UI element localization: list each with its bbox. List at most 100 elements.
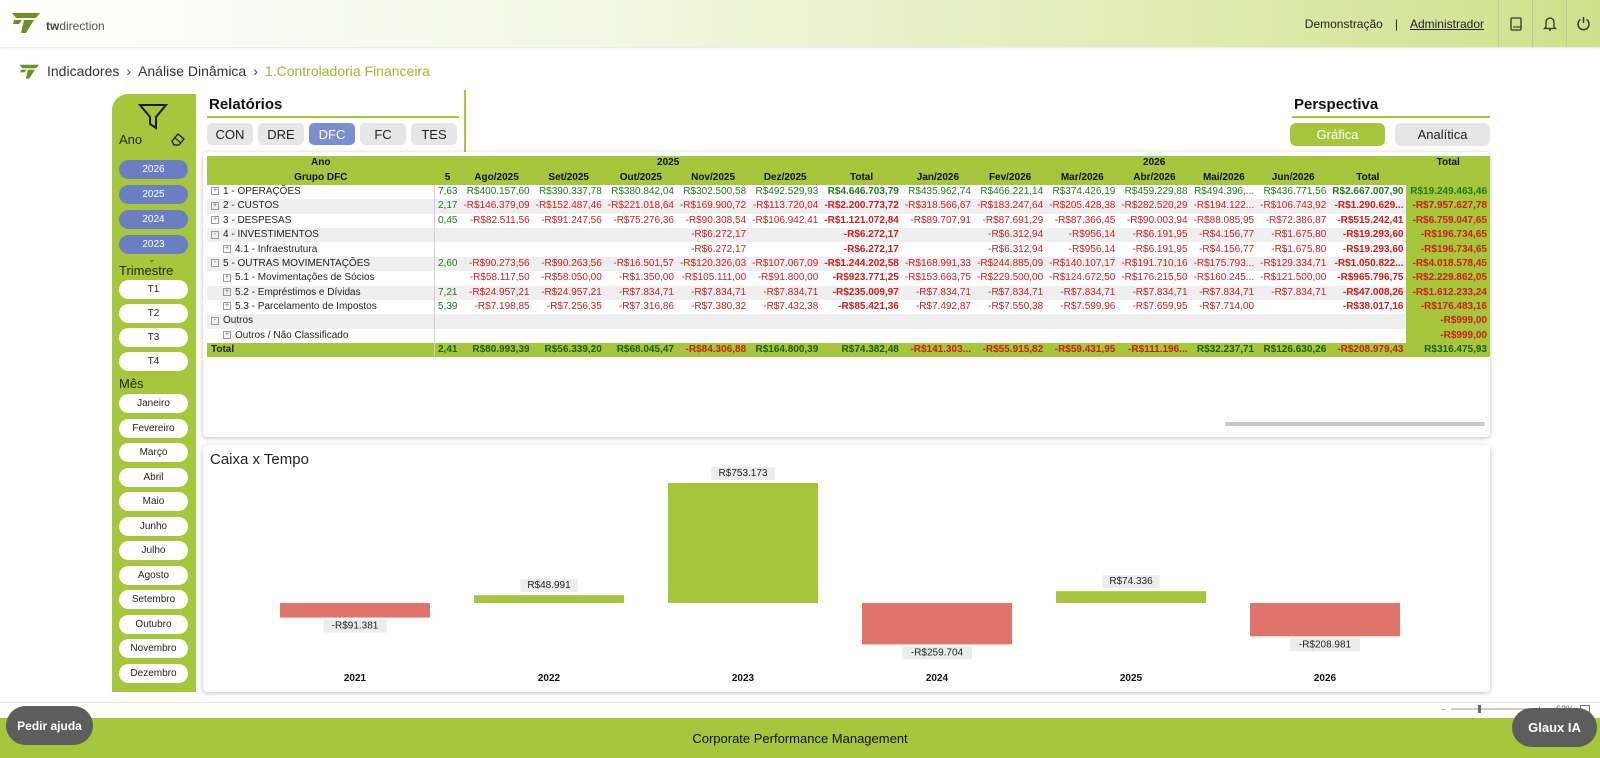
table-cell: -R$88.085,95 [1193,214,1255,226]
table-cell: -R$124.672,50 [1049,272,1116,284]
table-cell: -R$7.957.627,78 [1406,199,1490,214]
bar-2026[interactable] [1250,603,1400,637]
expand-icon[interactable]: + [211,216,219,225]
perspective-grafica-button[interactable]: Gráfica [1290,123,1385,146]
table-cell: -R$153.663,75 [904,272,971,284]
quarter-t4-button[interactable]: T4 [119,352,188,371]
table-row[interactable]: +5.2 - Empréstimos e Dívidas 7,21 -R$24.95… [207,285,1490,300]
table-cell: -R$194.122... [1190,199,1258,214]
table-cell: R$466.221,14 [980,185,1044,197]
breadcrumb-item-indicadores[interactable]: Indicadores [47,63,120,79]
table-row[interactable]: +2 - CUSTOS 2,17 -R$146.379,09 -R$152.487,4… [207,199,1490,214]
header-period-10: Abr/2026 [1118,170,1191,185]
expand-icon[interactable]: + [223,302,231,311]
month-dezembro-button[interactable]: Dezembro [119,664,188,683]
horizontal-scrollbar[interactable] [1225,422,1485,426]
month-fevereiro-button[interactable]: Fevereiro [119,419,188,438]
quarter-t2-button[interactable]: T2 [119,304,188,323]
expand-icon[interactable]: + [211,187,219,196]
expand-icon[interactable]: + [223,273,231,282]
tab-dfc[interactable]: DFC [309,123,355,145]
table-row[interactable]: -5 - OUTRAS MOVIMENTAÇÕES 2,60 -R$90.273,5… [207,256,1490,272]
month-junho-button[interactable]: Junho [119,517,188,536]
table-cell: -R$965.796,75 [1337,272,1404,284]
collapse-icon[interactable]: - [211,230,219,239]
expand-icon[interactable]: + [211,201,219,210]
zoom-out-button[interactable]: - [1441,704,1445,714]
table-cell [1329,329,1406,343]
row-label-text: Outros [223,315,254,327]
expand-icon[interactable]: + [223,331,231,340]
zoom-slider[interactable] [1450,705,1531,713]
quarter-t1-button[interactable]: T1 [119,280,188,299]
table-row[interactable]: + Outros / Não Classificado -R$999,00 [207,328,1490,344]
power-icon[interactable] [1566,0,1600,47]
table-cell: -R$72.386,87 [1265,214,1327,226]
month-janeiro-button[interactable]: Janeiro [119,394,188,413]
tab-con[interactable]: CON [207,123,253,145]
table-row[interactable]: - Outros -R$999,00 [207,314,1490,329]
month-setembro-button[interactable]: Setembro [119,590,188,609]
month-outubro-button[interactable]: Outubro [119,615,188,634]
perspective-title: Perspectiva [1294,96,1379,113]
perspective-analitica-button[interactable]: Analítica [1395,123,1490,146]
expand-icon[interactable]: + [223,288,231,297]
year-2024-button[interactable]: 2024 [119,210,188,229]
expand-icon[interactable]: + [223,244,231,253]
month-abril-button[interactable]: Abril [119,468,188,487]
tab-tes[interactable]: TES [411,123,457,145]
row-label-text: 4.1 - Infraestrutura [235,243,318,255]
year-2025-button[interactable]: 2025 [119,185,188,204]
table-cell [1257,300,1329,314]
collapse-icon[interactable]: - [211,316,219,325]
user-name-link[interactable]: Administrador [1409,16,1484,31]
total-cell: -R$55.915,82 [974,343,1047,358]
month-novembro-button[interactable]: Novembro [119,639,188,658]
table-row[interactable]: +1 - OPERAÇÕES 7,63 R$400.157,60 R$390.337,… [207,184,1490,200]
header-period-14 [1406,170,1490,185]
month-julho-button[interactable]: Julho [119,541,188,560]
brand-logo[interactable]: twdirection [10,9,105,35]
bar-2024[interactable] [862,603,1012,645]
table-cell: R$374.426,19 [1052,185,1116,197]
home-logo-icon[interactable] [18,62,42,80]
header-row-year: Ano 2025 2026 Total [207,156,1490,171]
collapse-icon[interactable]: - [211,259,219,268]
table-cell [749,227,822,243]
x-tick-2022: 2022 [538,673,561,684]
table-row[interactable]: +5.3 - Parcelamento de Impostos 5,39 -R$7.… [207,299,1490,315]
quarter-t3-button[interactable]: T3 [119,328,188,347]
table-row[interactable]: -4 - INVESTIMENTOS -R$6.272,17 -R$6.272,17… [207,227,1490,243]
month-maio-button[interactable]: Maio [119,492,188,511]
book-icon[interactable] [1498,0,1532,47]
table-cell: -R$146.379,09 [460,199,533,214]
glaux-ai-button[interactable]: Glaux IA [1512,708,1597,747]
chevron-down-icon[interactable]: ⌄ [148,254,156,264]
filter-panel: Ano 2026 2025 2024 2023 ⌄ Trimestre T1 T… [112,94,196,692]
bar-2021[interactable] [280,603,430,618]
header-period-6: Total [821,170,902,185]
table-row[interactable]: +5.1 - Movimentações de Sócios -R$58.117,… [207,271,1490,286]
year-2023-button[interactable]: 2023 [119,235,188,254]
table-row[interactable]: +3 - DESPESAS 0,45 -R$82.511,56 -R$91.247,5… [207,213,1490,228]
top-right-area: Demonstração | Administrador [1305,0,1600,47]
tab-dre[interactable]: DRE [258,123,304,145]
month-marco-button[interactable]: Março [119,443,188,462]
breadcrumb-item-analise[interactable]: Análise Dinâmica [138,63,247,79]
breadcrumb-item-current: 1.Controladoria Financeira [264,63,430,79]
year-2026-button[interactable]: 2026 [119,160,188,179]
bar-2022[interactable] [474,595,624,603]
header-row-period: Grupo DFC 5 Ago/2025 Set/2025 Out/2025 Nov/2… [207,170,1490,185]
month-label: Mês [119,376,144,391]
month-agosto-button[interactable]: Agosto [119,566,188,585]
help-button[interactable]: Pedir ajuda [6,706,93,745]
bell-icon[interactable] [1532,0,1566,47]
bar-2025[interactable] [1056,591,1206,603]
eraser-icon[interactable] [170,132,186,146]
table-row[interactable]: +4.1 - Infraestrutura -R$6.272,17 -R$6.272… [207,242,1490,257]
table-cell: 2,17 [434,199,461,214]
bar-2023[interactable] [668,483,818,603]
tab-fc[interactable]: FC [360,123,406,145]
table-cell: -R$2.200.773,72 [821,199,902,214]
